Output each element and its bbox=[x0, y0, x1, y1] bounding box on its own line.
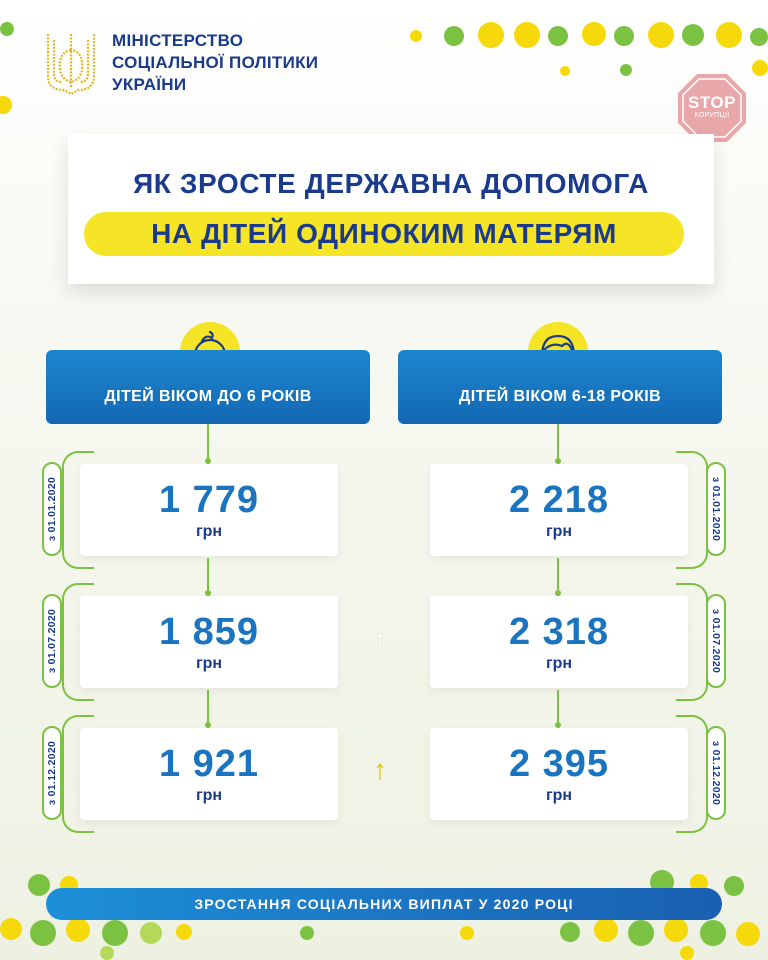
title-highlight-pill: НА ДІТЕЙ ОДИНОКИМ МАТЕРЯМ bbox=[84, 212, 684, 256]
ministry-name: МІНІСТЕРСТВО СОЦІАЛЬНОЇ ПОЛІТИКИ УКРАЇНИ bbox=[112, 30, 318, 96]
amount-unit: грн bbox=[195, 523, 223, 540]
amount-unit: грн bbox=[195, 787, 223, 804]
amount-unit: грн bbox=[545, 655, 573, 672]
amount-value: 2 395 bbox=[508, 743, 610, 785]
connector-dot bbox=[205, 722, 211, 728]
amount-unit: грн bbox=[545, 523, 573, 540]
amount-unit: грн bbox=[545, 787, 573, 804]
connector-line bbox=[557, 690, 559, 728]
category-6-18: ДІТЕЙ ВІКОМ 6-18 РОКІВ bbox=[398, 350, 722, 424]
date-text: з 01.01.2020 bbox=[46, 476, 59, 542]
date-text: з 01.12.2020 bbox=[710, 740, 723, 806]
increase-arrow-icon: ↑ bbox=[373, 754, 387, 785]
corruption-text: КОРУПЦІЇ bbox=[694, 112, 730, 119]
connector-dot bbox=[555, 590, 561, 596]
increase-arrow-icon: ↑ bbox=[373, 624, 387, 655]
date-label: з 01.07.2020 bbox=[706, 594, 726, 688]
amount-card: 1 921 грн bbox=[80, 728, 338, 820]
date-bracket bbox=[62, 451, 94, 569]
stop-corruption-badge: STOP КОРУПЦІЇ bbox=[676, 72, 748, 144]
title-line-1: ЯК ЗРОСТЕ ДЕРЖАВНА ДОПОМОГА bbox=[133, 168, 649, 199]
amount-value: 1 859 bbox=[158, 611, 260, 653]
connector-dot bbox=[555, 458, 561, 464]
footer-banner: ЗРОСТАННЯ СОЦІАЛЬНИХ ВИПЛАТ У 2020 РОЦІ bbox=[46, 888, 722, 920]
ministry-line-3: УКРАЇНИ bbox=[112, 75, 187, 94]
amount-card: 2 318 грн bbox=[430, 596, 688, 688]
connector-line bbox=[207, 558, 209, 596]
date-label: з 01.12.2020 bbox=[706, 726, 726, 820]
connector-dot bbox=[205, 590, 211, 596]
date-text: з 01.07.2020 bbox=[46, 608, 59, 674]
connector-line bbox=[207, 690, 209, 728]
amount-card: 1 779 грн bbox=[80, 464, 338, 556]
amount-card: 1 859 грн bbox=[80, 596, 338, 688]
stop-text: STOP bbox=[688, 93, 736, 112]
amount-value: 1 921 bbox=[158, 743, 260, 785]
date-text: з 01.12.2020 bbox=[46, 740, 59, 806]
amount-unit: грн bbox=[195, 655, 223, 672]
amount-card: 2 395 грн bbox=[430, 728, 688, 820]
trident-emblem-icon bbox=[46, 34, 96, 96]
date-label: з 01.07.2020 bbox=[42, 594, 62, 688]
connector-dot bbox=[555, 722, 561, 728]
connector-line bbox=[557, 424, 559, 464]
title-card: ЯК ЗРОСТЕ ДЕРЖАВНА ДОПОМОГА НА ДІТЕЙ ОДИ… bbox=[68, 134, 714, 284]
ministry-line-1: МІНІСТЕРСТВО bbox=[112, 31, 244, 50]
ministry-header: МІНІСТЕРСТВО СОЦІАЛЬНОЇ ПОЛІТИКИ УКРАЇНИ bbox=[44, 30, 318, 96]
amount-value: 1 779 bbox=[158, 479, 260, 521]
connector-line bbox=[207, 424, 209, 464]
connector-line bbox=[557, 558, 559, 596]
amount-value: 2 218 bbox=[508, 479, 610, 521]
date-bracket bbox=[62, 583, 94, 701]
octagon-icon bbox=[678, 74, 746, 142]
category-under-6: ДІТЕЙ ВІКОМ ДО 6 РОКІВ bbox=[46, 350, 370, 424]
ministry-line-2: СОЦІАЛЬНОЇ ПОЛІТИКИ bbox=[112, 53, 319, 72]
date-label: з 01.01.2020 bbox=[42, 462, 62, 556]
date-text: з 01.01.2020 bbox=[710, 476, 723, 542]
connector-dot bbox=[205, 458, 211, 464]
date-text: з 01.07.2020 bbox=[710, 608, 723, 674]
date-label: з 01.12.2020 bbox=[42, 726, 62, 820]
amount-value: 2 318 bbox=[508, 611, 610, 653]
date-bracket bbox=[62, 715, 94, 833]
amount-card: 2 218 грн bbox=[430, 464, 688, 556]
date-label: з 01.01.2020 bbox=[706, 462, 726, 556]
